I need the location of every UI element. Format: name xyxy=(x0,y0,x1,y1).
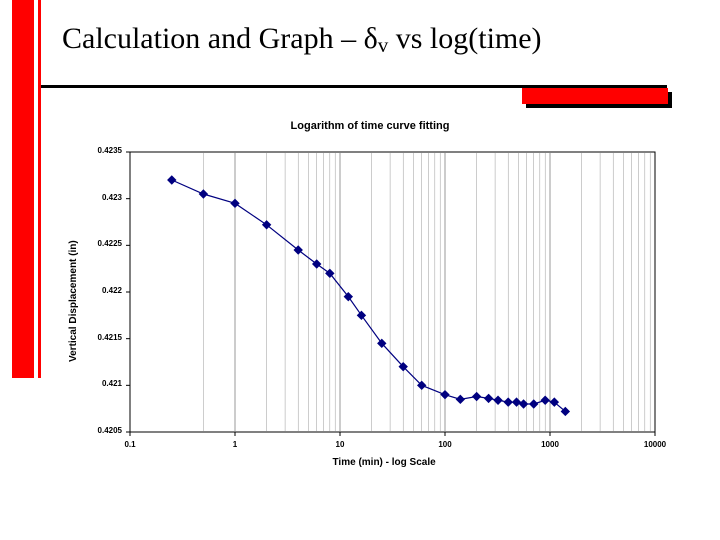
title-accent xyxy=(522,88,668,104)
chart-container: Logarithm of time curve fitting 0.42350.… xyxy=(60,110,680,510)
left-red-bar-thin xyxy=(38,0,41,378)
x-axis-label: Time (min) - log Scale xyxy=(333,457,436,468)
title-sub: v xyxy=(378,33,389,57)
x-tick: 1 xyxy=(210,440,260,449)
chart-svg xyxy=(60,142,665,442)
chart-title: Logarithm of time curve fitting xyxy=(60,120,680,132)
x-tick: 100 xyxy=(420,440,470,449)
title-greek: δ xyxy=(364,22,378,55)
x-tick: 0.1 xyxy=(105,440,155,449)
x-tick: 1000 xyxy=(525,440,575,449)
title-prefix: Calculation and Graph – xyxy=(62,22,364,55)
left-red-bar xyxy=(12,0,34,378)
x-tick: 10 xyxy=(315,440,365,449)
x-tick: 10000 xyxy=(630,440,680,449)
chart-plot-area: 0.42350.4230.42250.4220.42150.4210.4205 … xyxy=(60,142,680,487)
slide: Calculation and Graph – δv vs log(time) … xyxy=(0,0,720,540)
title-suffix: vs log(time) xyxy=(388,22,541,55)
slide-title: Calculation and Graph – δv vs log(time) xyxy=(62,22,542,58)
